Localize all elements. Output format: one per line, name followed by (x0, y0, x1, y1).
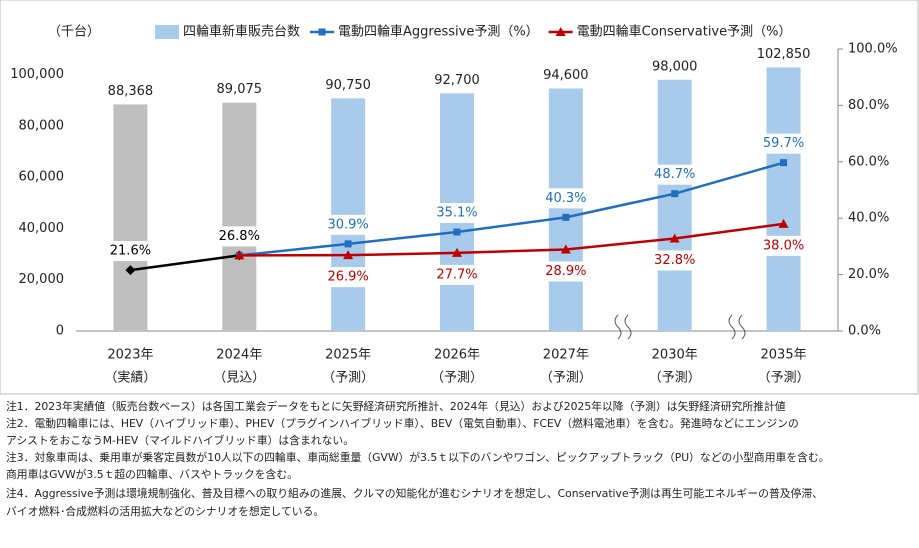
marker (452, 247, 462, 257)
y2-tick-label: 60.0% (848, 154, 889, 169)
line-value-label: 21.6% (110, 244, 151, 259)
note: 注3．対象車両は、乗用車が乗客定員数が10人以下の四輪車、車両総重量（GVW）が… (6, 450, 830, 464)
y2-tick-label: 80.0% (848, 98, 889, 113)
x-tick-label: 2023年 (107, 348, 153, 363)
bar-value-label: 89,075 (217, 82, 263, 97)
line-value-label: 40.3% (545, 191, 586, 206)
x-tick-label: 2026年 (434, 348, 480, 363)
legend-swatch (155, 25, 179, 39)
bar (657, 79, 692, 331)
x-tick-sublabel: （予測） (431, 371, 483, 386)
label-background (102, 241, 159, 262)
x-tick-sublabel: （予測） (758, 371, 810, 386)
label-background (429, 203, 485, 224)
axis-break (728, 314, 736, 340)
note: アシストをおこなうM-HEV（マイルドハイブリッド車）は含まれない。 (6, 433, 354, 447)
label-background (646, 164, 703, 185)
marker (560, 244, 571, 254)
label-background (646, 250, 703, 271)
x-tick-sublabel: （予測） (649, 371, 701, 386)
bar-value-label: 92,700 (434, 73, 480, 88)
label-background (755, 235, 812, 256)
x-tick-label: 2030年 (652, 348, 698, 363)
legend-marker (555, 27, 566, 36)
bar (548, 88, 583, 331)
line-value-label: 35.1% (436, 206, 477, 221)
line-value-label: 26.9% (327, 270, 368, 285)
x-tick-label: 2027年 (543, 348, 589, 363)
note: 注1．2023年実績値（販売台数ベース）は各国工業会データをもとに矢野経済研究所… (6, 399, 786, 413)
line-value-label: 59.7% (763, 136, 804, 151)
axis-break (614, 314, 622, 340)
line (239, 222, 784, 257)
y2-tick-label: 100.0% (848, 42, 898, 57)
x-tick-sublabel: （予測） (322, 371, 374, 386)
bar (331, 98, 366, 331)
bar (766, 67, 801, 331)
x-tick-label: 2035年 (761, 348, 807, 363)
y2-tick-label: 0.0% (848, 324, 881, 339)
marker (780, 159, 788, 167)
marker (234, 250, 245, 260)
line-value-label: 26.8% (219, 229, 260, 244)
bar (222, 102, 257, 331)
marker (778, 218, 789, 228)
legend-label: 電動四輪車Conservative予測（%） (577, 24, 792, 40)
label-background (211, 226, 268, 247)
note: バイオ燃料･合成燃料の活用拡大などのシナリオを想定している。 (6, 504, 324, 518)
chart-frame (0, 0, 919, 395)
axis-break (624, 314, 632, 340)
marker (344, 240, 352, 248)
note: 注2．電動四輪車には、HEV（ハイブリッド車）、PHEV（プラグインハイブリッド… (6, 416, 799, 430)
line-value-label: 30.9% (327, 217, 368, 232)
x-tick-label: 2024年 (216, 348, 262, 363)
bar-value-label: 90,750 (325, 78, 371, 93)
x-tick-sublabel: （実績） (104, 370, 156, 386)
marker (343, 250, 354, 260)
legend-marker (318, 28, 326, 36)
legend-label: 四輪車新車販売台数 (183, 24, 300, 40)
x-tick-sublabel: （見込） (213, 371, 265, 386)
label-background (429, 264, 485, 285)
note: 注4．Aggressive予測は環境規制強化、普及目標への取り組みの進展、クルマ… (6, 486, 823, 500)
y-unit: （千台） (48, 25, 100, 40)
line-value-label: 32.8% (654, 253, 695, 268)
bar-value-label: 88,368 (108, 84, 154, 99)
legend-label: 電動四輪車Aggressive予測（%） (338, 24, 539, 40)
bar-value-label: 98,000 (652, 59, 698, 74)
x-tick-sublabel: （予測） (540, 371, 592, 386)
y2-tick-label: 40.0% (848, 211, 889, 226)
axis-break (738, 314, 746, 340)
label-background (755, 133, 812, 154)
y2-tick-label: 20.0% (848, 267, 889, 282)
line-value-label: 38.0% (763, 238, 804, 253)
marker (125, 265, 136, 276)
y-tick-label: 40,000 (19, 221, 65, 236)
marker (562, 213, 570, 221)
marker (671, 190, 679, 198)
marker (453, 228, 461, 236)
y-tick-label: 80,000 (19, 118, 65, 133)
bar-value-label: 102,850 (757, 47, 811, 62)
marker (669, 233, 680, 243)
label-background (320, 267, 377, 288)
label-background (537, 188, 594, 209)
bar (113, 104, 148, 332)
x-tick-label: 2025年 (325, 348, 371, 363)
line-value-label: 28.9% (545, 264, 586, 279)
y-tick-label: 60,000 (19, 170, 65, 185)
line (130, 254, 240, 272)
note: 商用車はGVWが3.5ｔ超の四輪車、バスやトラックを含む。 (6, 467, 298, 481)
y-tick-label: 20,000 (19, 272, 65, 287)
label-background (537, 261, 594, 282)
line-value-label: 48.7% (654, 167, 695, 182)
label-background (320, 214, 377, 235)
line (239, 161, 784, 257)
line-value-label: 27.7% (436, 267, 477, 282)
y-tick-label: 0 (56, 324, 64, 339)
bar-value-label: 94,600 (543, 68, 589, 83)
y-tick-label: 100,000 (10, 67, 64, 82)
